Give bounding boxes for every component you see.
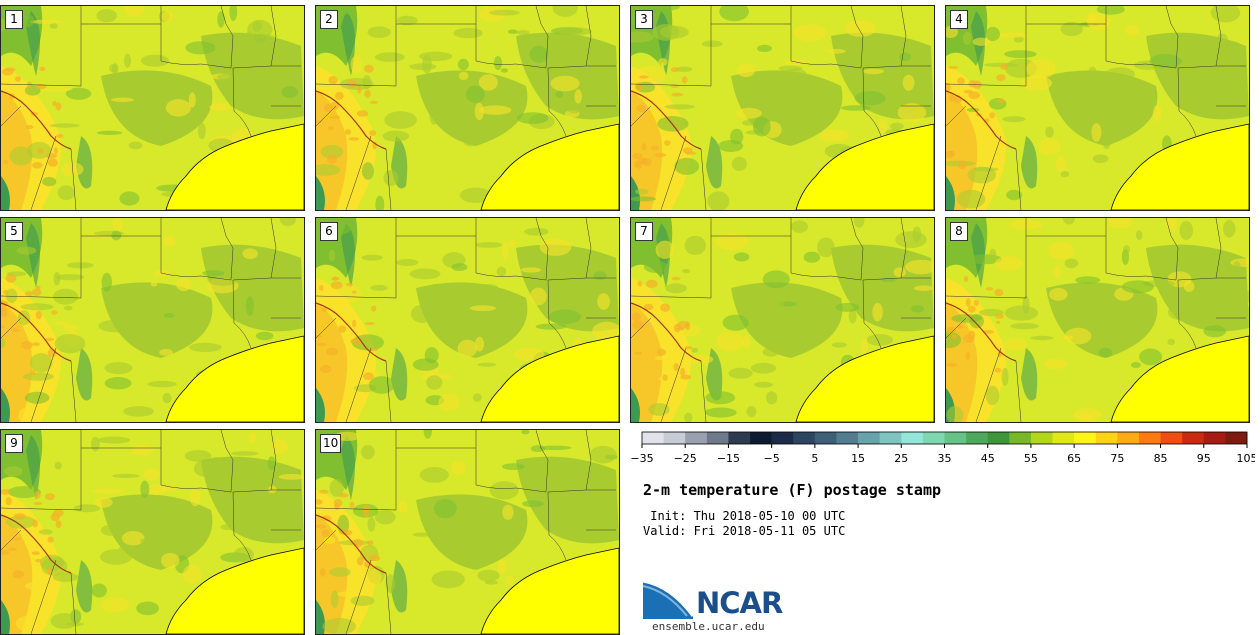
colorbar-swatch [836,432,859,444]
ensemble-member-panel: 4 [945,5,1250,211]
member-number: 7 [635,222,653,241]
member-number: 8 [950,222,968,241]
plot-title: 2-m temperature (F) postage stamp [643,481,942,499]
colorbar-swatch [922,432,945,444]
temperature-map [631,6,934,210]
colorbar-swatch [1182,432,1205,444]
colorbar-swatch [1203,432,1226,444]
colorbar-tick-label: 45 [981,452,995,465]
colorbar-swatch [987,432,1010,444]
colorbar-swatch [1009,432,1032,444]
logo-url: ensemble.ucar.edu [652,620,765,633]
ncar-logo-icon [642,579,695,619]
colorbar-tick-label: 75 [1110,452,1124,465]
ensemble-member-panel: 3 [630,5,935,211]
colorbar-swatch [663,432,686,444]
colorbar-swatch [966,432,989,444]
colorbar-tick-label: −5 [764,452,780,465]
member-number: 4 [950,10,968,29]
temperature-colorbar: −35−25−15−55152535455565758595105115 [630,431,1256,465]
ensemble-member-panel: 1 [0,5,305,211]
colorbar-tick-label: 25 [894,452,908,465]
member-number: 1 [5,10,23,29]
colorbar-swatch [1030,432,1053,444]
colorbar-tick-label: 65 [1067,452,1081,465]
colorbar-swatch [1160,432,1183,444]
colorbar-swatch [685,432,708,444]
colorbar-tick-label: 55 [1024,452,1038,465]
colorbar-swatch [901,432,924,444]
temperature-map [1,218,304,422]
colorbar-swatch [642,432,664,444]
member-number: 6 [320,222,338,241]
valid-time: Valid: Fri 2018-05-11 05 UTC [643,524,846,538]
colorbar-tick-label: 5 [811,452,818,465]
member-number: 10 [320,434,342,453]
ensemble-member-panel: 8 [945,217,1250,423]
ensemble-member-panel: 7 [630,217,935,423]
temperature-map [316,6,619,210]
colorbar-tick-label: 95 [1197,452,1211,465]
member-number: 9 [5,434,23,453]
colorbar-tick-label: −35 [630,452,653,465]
colorbar-tick-label: −25 [674,452,697,465]
colorbar-swatch [1138,432,1161,444]
temperature-map [1,430,304,634]
colorbar-swatch [1074,432,1097,444]
colorbar-tick-label: 35 [938,452,952,465]
colorbar-tick-label: 105 [1237,452,1256,465]
temperature-map [316,430,619,634]
colorbar-swatch [1052,432,1075,444]
colorbar-swatch [1117,432,1140,444]
ensemble-member-panel: 6 [315,217,620,423]
ensemble-member-panel: 2 [315,5,620,211]
colorbar-tick-label: −15 [717,452,740,465]
member-number: 5 [5,222,23,241]
ncar-logo-text: NCAR [696,586,783,620]
colorbar-swatch [1225,432,1248,444]
colorbar-swatch [793,432,816,444]
temperature-map [316,218,619,422]
temperature-map [1,6,304,210]
member-number: 3 [635,10,653,29]
ensemble-member-panel: 9 [0,429,305,635]
temperature-map [946,6,1249,210]
colorbar-swatch [944,432,967,444]
colorbar-swatch [814,432,837,444]
colorbar-tick-label: 15 [851,452,865,465]
init-time: Init: Thu 2018-05-10 00 UTC [643,509,846,523]
member-number: 2 [320,10,338,29]
colorbar-swatch [706,432,729,444]
colorbar-tick-label: 85 [1154,452,1168,465]
ensemble-member-panel: 10 [315,429,620,635]
ensemble-member-panel: 5 [0,217,305,423]
colorbar-swatch [750,432,772,444]
colorbar-swatch [1095,432,1118,444]
temperature-map [631,218,934,422]
colorbar-swatch [728,432,751,444]
colorbar-swatch [879,432,902,444]
temperature-map [946,218,1249,422]
colorbar-swatch [858,432,880,444]
colorbar-swatch [771,432,794,444]
